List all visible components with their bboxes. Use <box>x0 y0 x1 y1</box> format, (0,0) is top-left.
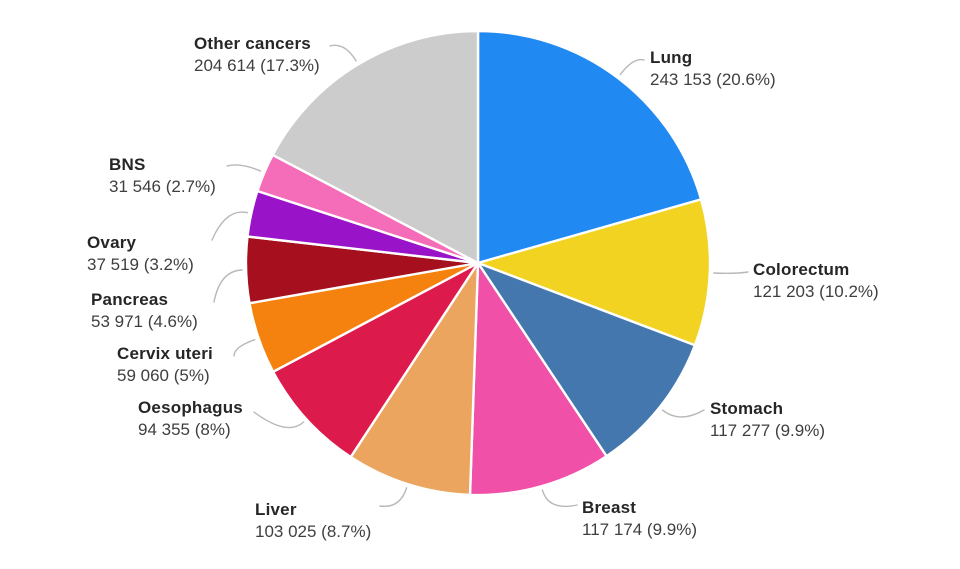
pie-slice-oesophagus[interactable] <box>271 261 480 459</box>
slice-name: Stomach <box>710 399 784 418</box>
slice-name: Colorectum <box>753 260 850 279</box>
slice-label-ovary: Ovary 37 519 (3.2%) <box>87 232 194 276</box>
slice-value: 53 971 (4.6%) <box>91 312 198 331</box>
leader-line-breast <box>541 489 578 508</box>
slice-value: 117 277 (9.9%) <box>710 421 825 440</box>
slice-label-stomach: Stomach 117 277 (9.9%) <box>710 398 825 442</box>
leader-line-lung <box>619 58 645 76</box>
leader-line-stomach <box>661 409 705 418</box>
slice-name: Pancreas <box>91 290 169 309</box>
leader-line-liver <box>379 487 408 508</box>
slice-label-bns: BNS 31 546 (2.7%) <box>109 154 216 198</box>
leader-line-ovary <box>211 211 249 241</box>
slice-label-lung: Lung 243 153 (20.6%) <box>650 47 776 91</box>
slice-label-cervix-uteri: Cervix uteri 59 060 (5%) <box>117 343 213 387</box>
slice-name: Cervix uteri <box>117 344 213 363</box>
leader-line-other-cancers <box>329 44 357 62</box>
slice-value: 31 546 (2.7%) <box>109 177 216 196</box>
slice-value: 94 355 (8%) <box>138 420 231 439</box>
pie-slice-colorectum[interactable] <box>476 198 712 347</box>
slice-name: BNS <box>109 155 146 174</box>
leader-line-oesophagus <box>253 411 305 429</box>
pie-slice-breast[interactable] <box>468 261 608 497</box>
pie-slice-liver[interactable] <box>349 261 480 497</box>
slice-value: 121 203 (10.2%) <box>753 282 879 301</box>
pie-slice-other-cancers[interactable] <box>271 29 480 265</box>
pie-slice-lung[interactable] <box>476 29 703 265</box>
slice-value: 103 025 (8.7%) <box>255 522 372 541</box>
slice-label-other-cancers: Other cancers 204 614 (17.3%) <box>194 33 320 77</box>
slice-value: 204 614 (17.3%) <box>194 56 320 75</box>
slice-label-pancreas: Pancreas 53 971 (4.6%) <box>91 289 198 333</box>
slice-name: Lung <box>650 48 693 67</box>
slice-value: 117 174 (9.9%) <box>582 520 697 539</box>
leader-line-pancreas <box>213 269 243 303</box>
pie-slice-stomach[interactable] <box>476 261 697 458</box>
leader-line-colorectum <box>713 271 749 274</box>
slice-value: 243 153 (20.6%) <box>650 70 776 89</box>
leader-line-cervix-uteri <box>233 339 256 357</box>
slice-name: Oesophagus <box>138 398 243 417</box>
slice-value: 59 060 (5%) <box>117 366 210 385</box>
slice-name: Other cancers <box>194 34 311 53</box>
slice-name: Liver <box>255 500 297 519</box>
slice-label-liver: Liver 103 025 (8.7%) <box>255 499 371 543</box>
slice-name: Ovary <box>87 233 137 252</box>
slice-label-breast: Breast 117 174 (9.9%) <box>582 497 697 541</box>
leader-line-bns <box>226 164 262 172</box>
slice-value: 37 519 (3.2%) <box>87 255 194 274</box>
slice-label-colorectum: Colorectum 121 203 (10.2%) <box>753 259 879 303</box>
slice-label-oesophagus: Oesophagus 94 355 (8%) <box>138 397 243 441</box>
slice-name: Breast <box>582 498 637 517</box>
